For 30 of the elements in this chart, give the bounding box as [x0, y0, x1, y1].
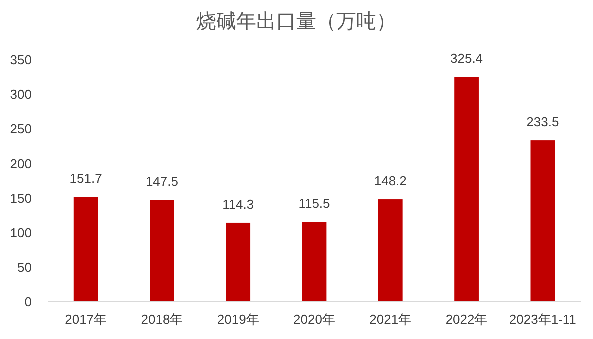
x-tick-label: 2017年 [65, 312, 108, 327]
bar [454, 77, 479, 302]
y-tick-label: 150 [10, 190, 32, 206]
y-tick-label: 0 [24, 294, 32, 310]
y-tick-label: 200 [10, 156, 32, 172]
data-label: 233.5 [526, 114, 560, 130]
x-tick-label: 2023年1-11 [509, 312, 576, 327]
data-label: 151.7 [70, 171, 102, 186]
x-tick-label: 2021年 [370, 312, 412, 327]
y-tick-label: 100 [10, 225, 32, 240]
data-label: 148.2 [374, 174, 407, 189]
y-tick-label: 350 [10, 52, 32, 68]
bar [226, 222, 251, 302]
y-tick-label: 300 [10, 87, 32, 102]
x-tick-label: 2022年 [446, 312, 488, 327]
data-label: 115.5 [298, 196, 330, 212]
x-tick-label: 2020年 [294, 312, 336, 327]
y-tick-label: 250 [10, 122, 32, 137]
y-tick-label: 50 [18, 260, 32, 275]
bar [150, 200, 174, 302]
x-tick-label: 2018年 [141, 312, 184, 327]
data-label: 325.4 [450, 51, 484, 66]
bar [74, 197, 98, 302]
chart-title: 烧碱年出口量（万吨） [196, 11, 396, 33]
bar [530, 140, 556, 302]
data-label: 147.5 [146, 174, 178, 190]
bar [302, 222, 327, 302]
data-label: 114.3 [222, 196, 254, 212]
bar [378, 200, 403, 302]
x-tick-label: 2019年 [217, 312, 260, 327]
